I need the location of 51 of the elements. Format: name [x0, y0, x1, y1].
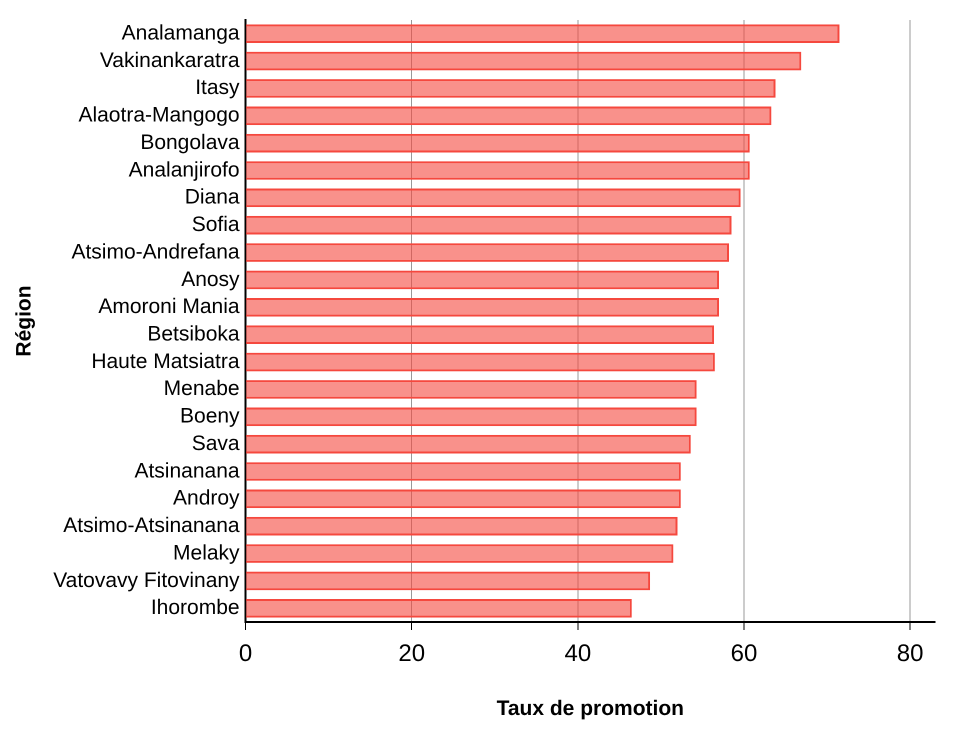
y-tick-label: Menabe — [164, 377, 240, 400]
y-tick-label: Atsimo-Andrefana — [71, 240, 240, 264]
y-tick-label: Ihorombe — [150, 596, 240, 620]
y-tick-label: Bongolava — [140, 130, 240, 154]
y-tick-label: Sava — [192, 432, 240, 455]
bar — [246, 380, 697, 399]
bar — [246, 52, 802, 70]
y-tick-label: Vakinankaratra — [100, 48, 240, 72]
bar — [246, 216, 732, 235]
bar — [246, 352, 715, 372]
bar — [246, 79, 776, 98]
y-axis-title: Région — [12, 285, 36, 357]
y-tick-label: Atsimo-Atsinanana — [63, 514, 240, 538]
bar — [246, 106, 772, 126]
y-tick-label: Androy — [173, 486, 240, 510]
bar — [246, 270, 720, 290]
y-tick-label: Diana — [184, 186, 240, 209]
y-tick-label: Haute Matsiatra — [91, 350, 240, 373]
x-tick-label: 40 — [564, 640, 592, 668]
bar — [246, 462, 681, 481]
y-tick-label: Amoroni Mania — [98, 295, 240, 318]
y-tick-label: Betsiboka — [147, 322, 240, 346]
x-tick-label: 20 — [398, 640, 426, 668]
y-tick-label: Melaky — [173, 541, 240, 564]
bar — [246, 298, 720, 317]
bar — [246, 599, 632, 618]
y-tick-label: Vatovavy Fitovinany — [53, 568, 240, 592]
bar — [246, 243, 729, 262]
bar — [246, 407, 697, 426]
bar — [246, 434, 691, 454]
bar — [246, 544, 674, 563]
y-tick-label: Itasy — [195, 76, 240, 100]
x-axis-title: Taux de promotion — [496, 697, 684, 720]
bar — [246, 490, 681, 508]
y-tick-label: Atsinanana — [134, 459, 240, 482]
y-tick-label: Analamanga — [122, 21, 240, 44]
bar — [246, 516, 678, 536]
y-tick-label: Sofia — [192, 213, 240, 236]
bar — [246, 24, 840, 43]
bar — [246, 572, 650, 590]
x-tick-label: 0 — [238, 640, 252, 668]
bar — [246, 161, 750, 180]
bar — [246, 188, 741, 208]
y-tick-label: Analanjirofo — [128, 158, 240, 182]
y-tick-label: Alaotra-Mangogo — [78, 104, 240, 127]
y-tick-label: Boeny — [180, 404, 240, 428]
bar — [246, 134, 750, 152]
bar — [246, 325, 714, 344]
x-tick-label: 60 — [730, 640, 758, 668]
x-tick-label: 80 — [896, 640, 924, 668]
y-tick-label: Anosy — [181, 268, 240, 291]
